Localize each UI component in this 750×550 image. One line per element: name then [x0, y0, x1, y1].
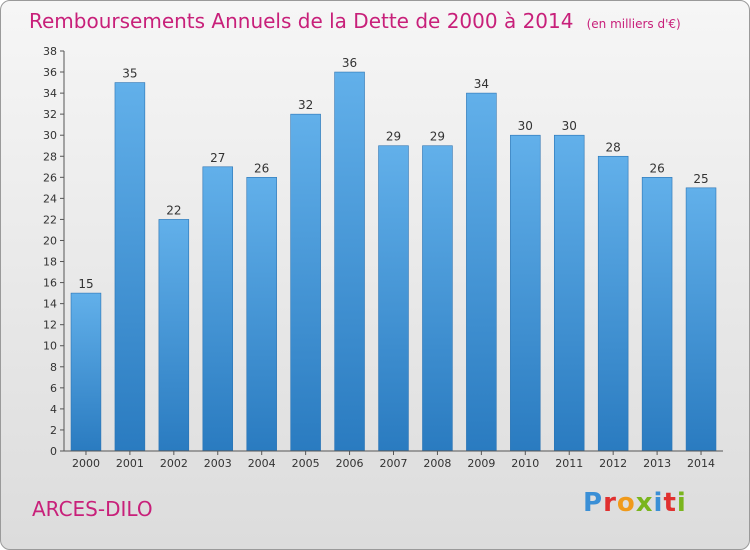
data-label: 30 [562, 119, 577, 133]
y-tick-label: 26 [43, 171, 57, 184]
x-tick-label: 2008 [423, 457, 451, 470]
logo-letter: i [676, 488, 687, 518]
bar [290, 113, 321, 452]
data-label: 32 [298, 98, 313, 112]
bar [70, 292, 102, 452]
data-label: 29 [386, 130, 401, 144]
x-tick-label: 2005 [292, 457, 320, 470]
y-tick-label: 30 [43, 129, 57, 142]
x-tick-label: 2001 [116, 457, 144, 470]
logo-letter: o [616, 488, 636, 518]
x-tick-label: 2003 [204, 457, 232, 470]
x-tick-label: 2010 [511, 457, 539, 470]
data-label: 28 [606, 140, 621, 154]
x-tick-label: 2012 [599, 457, 627, 470]
x-tick-label: 2007 [380, 457, 408, 470]
bar [466, 92, 497, 452]
data-label: 30 [518, 119, 533, 133]
commune-name: ARCES-DILO [32, 497, 153, 521]
y-tick-label: 12 [43, 319, 57, 332]
y-tick-label: 38 [43, 45, 57, 58]
bar [158, 219, 190, 452]
y-tick-label: 28 [43, 150, 57, 163]
bar [553, 134, 585, 452]
bar [510, 134, 541, 452]
chart-title: Remboursements Annuels de la Dette de 20… [29, 9, 574, 33]
proxiti-logo: Proxiti [583, 488, 687, 518]
data-label: 34 [474, 77, 489, 91]
data-label: 26 [649, 161, 664, 175]
chart-title-row: Remboursements Annuels de la Dette de 20… [29, 9, 681, 33]
x-tick-label: 2013 [643, 457, 671, 470]
y-tick-label: 20 [43, 234, 57, 247]
y-tick-label: 32 [43, 108, 57, 121]
data-label: 15 [78, 277, 93, 291]
x-tick-label: 2014 [687, 457, 715, 470]
bar [685, 187, 717, 452]
x-tick-label: 2004 [248, 457, 276, 470]
y-tick-label: 14 [43, 298, 57, 311]
x-tick-label: 2011 [555, 457, 583, 470]
bar [246, 177, 277, 452]
data-label: 22 [166, 203, 181, 217]
x-tick-label: 2000 [72, 457, 100, 470]
data-label: 25 [693, 172, 708, 186]
y-tick-label: 22 [43, 213, 57, 226]
x-tick-label: 2006 [336, 457, 364, 470]
bar [422, 145, 453, 452]
y-tick-label: 34 [43, 87, 57, 100]
logo-letter: P [583, 488, 604, 518]
data-label: 26 [254, 161, 269, 175]
x-tick-label: 2002 [160, 457, 188, 470]
y-tick-label: 2 [50, 424, 57, 437]
y-tick-label: 36 [43, 66, 57, 79]
bar [114, 82, 146, 452]
logo-letter: i [653, 488, 664, 518]
logo-letter: r [603, 488, 617, 518]
y-tick-label: 0 [50, 445, 57, 458]
chart-unit: (en milliers d'€) [586, 17, 681, 31]
y-tick-label: 8 [50, 361, 57, 374]
data-label: 36 [342, 56, 357, 70]
y-tick-label: 18 [43, 256, 57, 269]
data-label: 29 [430, 130, 445, 144]
bar [378, 145, 409, 452]
y-tick-label: 24 [43, 192, 57, 205]
bar [202, 166, 234, 452]
y-tick-label: 16 [43, 277, 57, 290]
y-tick-label: 10 [43, 340, 57, 353]
logo-letter: x [635, 488, 654, 518]
bar [597, 155, 629, 452]
data-label: 35 [122, 67, 137, 81]
y-tick-label: 4 [50, 403, 57, 416]
data-label: 27 [210, 151, 225, 165]
bar [641, 177, 673, 452]
y-tick-label: 6 [50, 382, 57, 395]
bar [334, 71, 365, 452]
bars-group: 15 35 22 27 26 32 36 29 29 34 30 30 28 26 25 [70, 56, 717, 452]
logo-letter: t [663, 488, 677, 518]
x-tick-label: 2009 [467, 457, 495, 470]
